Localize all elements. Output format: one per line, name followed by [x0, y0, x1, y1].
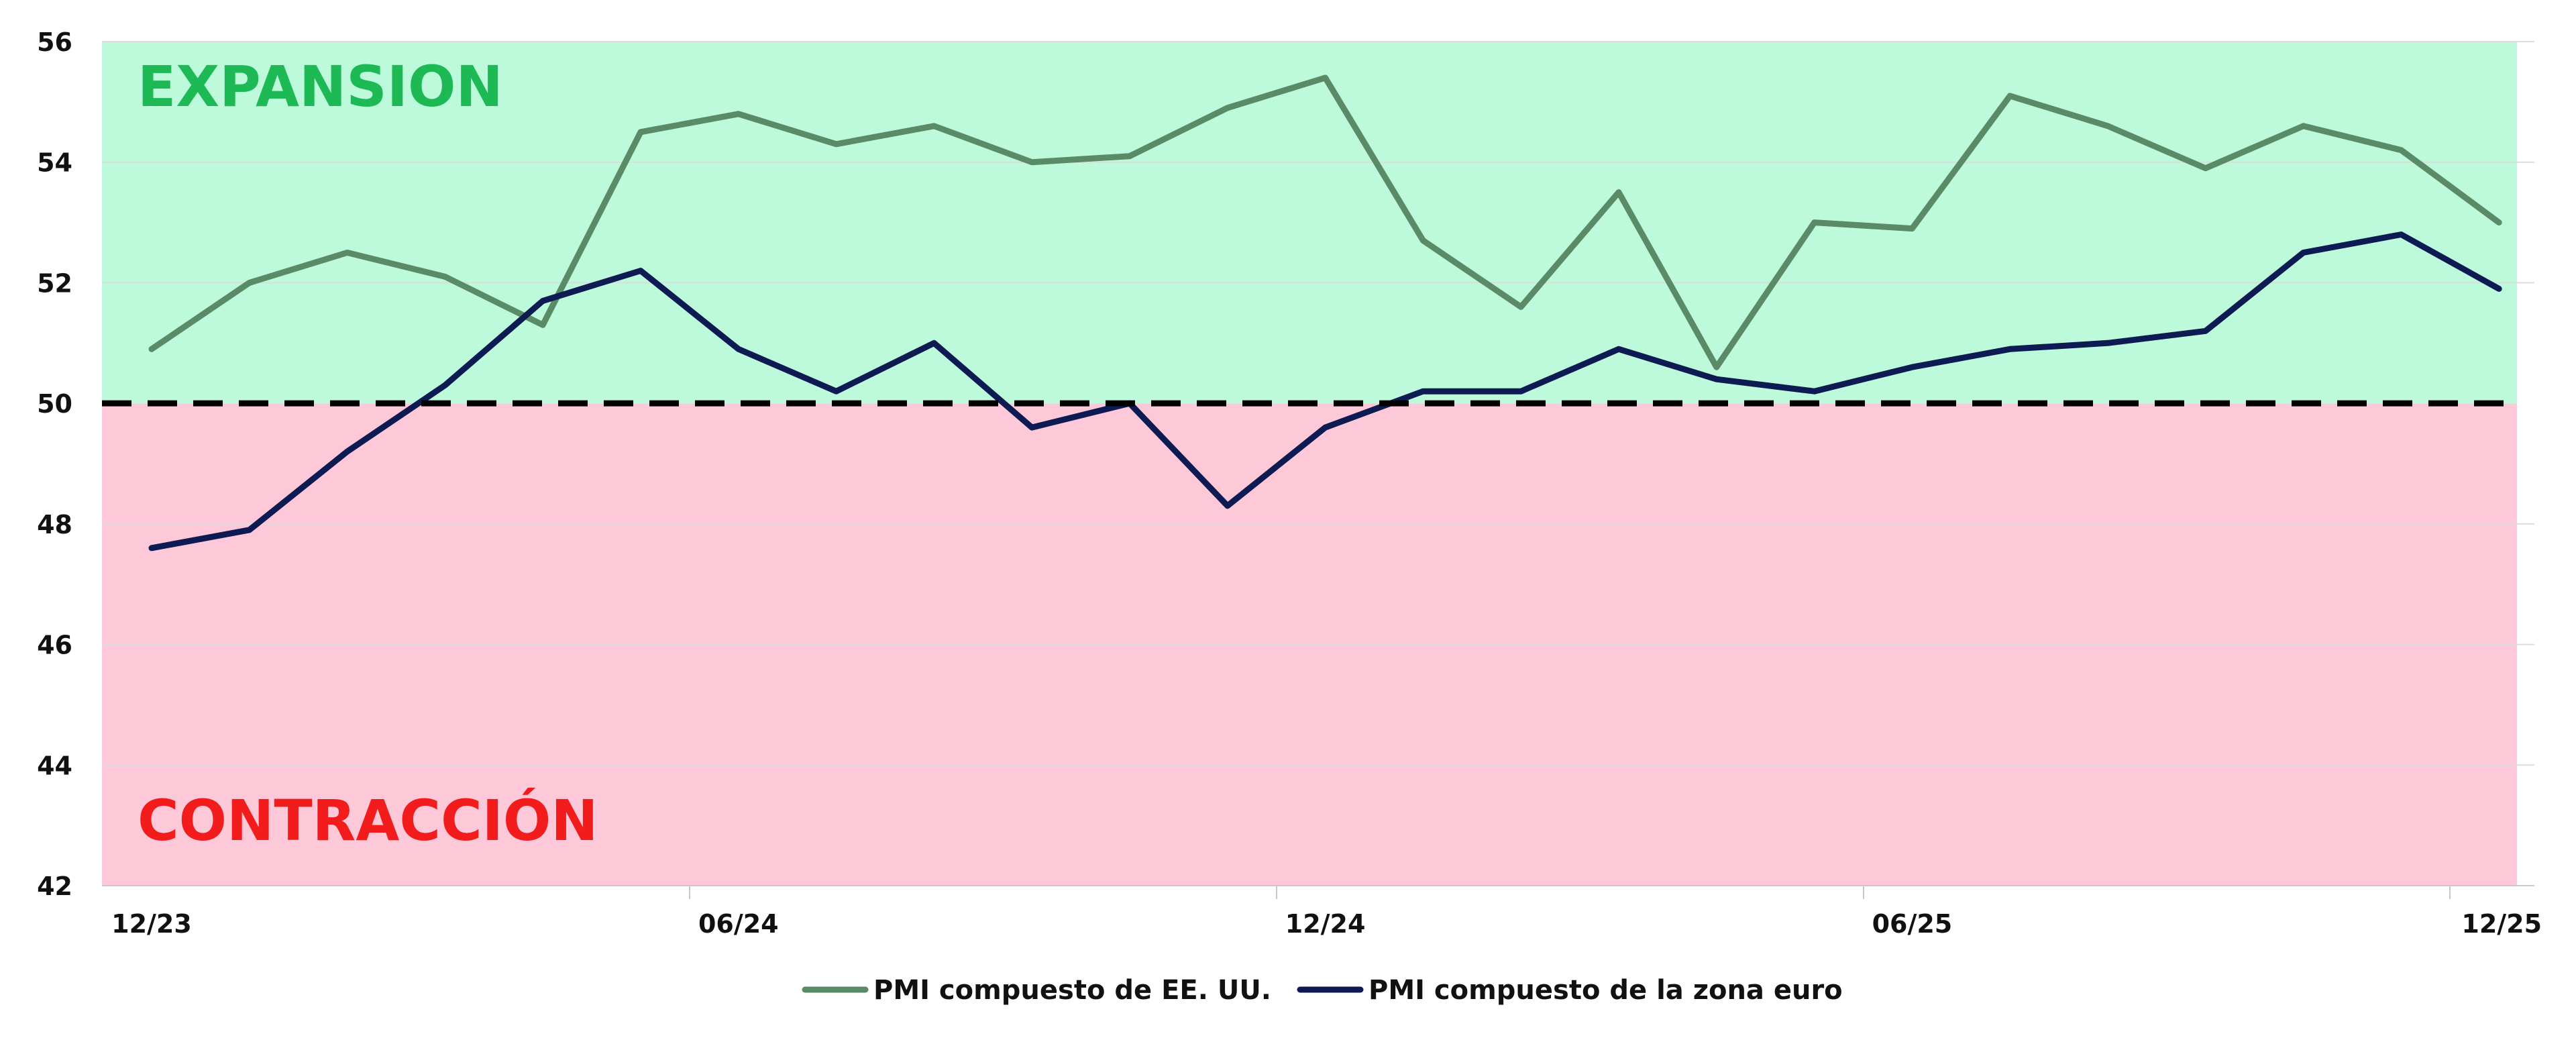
zones-layer	[102, 42, 2517, 886]
eurozone-pmi-line	[148, 231, 2502, 552]
y-tick-label: 46	[37, 631, 72, 660]
legend: PMI compuesto de EE. UU. PMI compuesto de…	[802, 975, 1843, 1006]
y-tick-label: 50	[37, 389, 72, 419]
grid-layer	[102, 41, 2534, 766]
x-tick-label: 12/25	[2461, 909, 2542, 939]
x-tick-label: 06/24	[698, 909, 779, 939]
x-tick-label: 06/25	[1872, 909, 1953, 939]
us-pmi-line	[148, 74, 2502, 370]
x-tick-label: 12/23	[111, 909, 192, 939]
x-tick-label: 12/24	[1285, 909, 1366, 939]
legend-label-eurozone: PMI compuesto de la zona euro	[1368, 975, 1843, 1006]
axis-layer: 42 44 46 48 50 52 54 56 12/23 06/24 12/24 06/25 12/2…	[37, 28, 2542, 939]
y-tick-label: 42	[37, 872, 72, 901]
y-tick-label: 54	[37, 148, 72, 178]
y-tick-label: 48	[37, 510, 72, 539]
y-tick-label: 52	[37, 268, 72, 298]
legend-label-us: PMI compuesto de EE. UU.	[873, 975, 1271, 1006]
expansion-zone-label: EXPANSION	[138, 54, 503, 119]
y-tick-label: 44	[37, 751, 72, 780]
y-tick-label: 56	[37, 28, 72, 57]
contraction-zone-label: CONTRACCIÓN	[138, 788, 598, 853]
series-layer	[102, 74, 2517, 552]
